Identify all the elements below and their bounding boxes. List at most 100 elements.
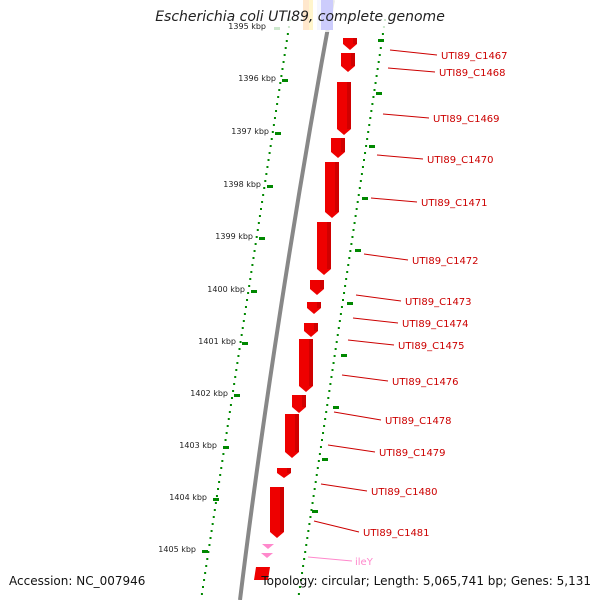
outer-track-dot <box>370 110 373 112</box>
kbp-label: 1397 kbp <box>231 127 269 136</box>
gene-arrow[interactable] <box>317 222 331 275</box>
gene-label[interactable]: UTI89_C1471 <box>421 198 488 209</box>
outer-track-dot <box>361 166 364 168</box>
kbp-tick <box>251 290 257 293</box>
gene-arrow-shade <box>295 414 299 452</box>
leader-line <box>341 374 389 382</box>
outer-track-dot <box>345 278 348 280</box>
outer-track-dot <box>312 495 315 497</box>
gene-label[interactable]: UTI89_C1467 <box>441 51 508 62</box>
inner-track-dot <box>203 579 206 581</box>
trna-label[interactable]: ileY <box>355 557 374 568</box>
inner-track-dot <box>255 236 258 238</box>
gene-label[interactable]: UTI89_C1476 <box>392 377 459 388</box>
gene-label[interactable]: UTI89_C1472 <box>412 256 479 267</box>
outer-track-dot <box>371 103 374 105</box>
gene-label[interactable]: UTI89_C1478 <box>385 416 452 427</box>
outer-track-dot <box>342 299 344 301</box>
inner-track-dot <box>243 313 246 315</box>
inner-track-dot <box>207 551 210 553</box>
outer-kbp-tick <box>322 458 328 461</box>
gene-arrow[interactable] <box>292 395 306 413</box>
outer-track-dot <box>367 131 370 133</box>
inner-track-dot <box>281 68 284 70</box>
gene-arrow-shade <box>353 38 357 44</box>
inner-track-dot <box>222 453 225 455</box>
inner-track-dot <box>238 348 241 350</box>
inner-track-dot <box>205 565 208 567</box>
inner-track-dot <box>209 537 212 539</box>
gene-label[interactable]: UTI89_C1474 <box>402 319 469 330</box>
inner-track-dot <box>206 558 209 560</box>
inner-track-dot <box>219 474 222 476</box>
gene-arrow-shade <box>351 53 355 66</box>
gene-arrow[interactable] <box>331 138 345 158</box>
inner-track-dot <box>253 250 256 252</box>
leader-line <box>313 520 360 533</box>
gene-arrow[interactable] <box>343 38 357 50</box>
gene-arrow[interactable] <box>307 302 321 314</box>
gene-arrow[interactable] <box>304 323 318 337</box>
inner-track-dot <box>247 292 250 294</box>
gene-arrow[interactable] <box>299 339 313 392</box>
outer-track-dot <box>305 544 308 546</box>
inner-track-dot <box>233 383 236 385</box>
accession-text: Accession: NC_007946 <box>9 574 146 588</box>
outer-track-dot <box>378 54 381 56</box>
inner-track-dot <box>239 341 242 343</box>
outer-track-dot <box>334 348 337 350</box>
gene-label[interactable]: UTI89_C1479 <box>379 448 446 459</box>
gene-label[interactable]: UTI89_C1480 <box>371 487 438 498</box>
leader-line <box>370 197 418 203</box>
kbp-label: 1399 kbp <box>215 232 253 241</box>
gene-label[interactable]: UTI89_C1475 <box>398 341 465 352</box>
outer-track-dot <box>344 285 347 287</box>
gene-arrow[interactable] <box>254 567 270 580</box>
leader-line <box>320 483 368 492</box>
inner-track-dot <box>264 180 267 182</box>
gene-arrow[interactable] <box>341 53 355 72</box>
inner-track-dot <box>236 362 239 364</box>
gene-label[interactable]: UTI89_C1481 <box>363 528 430 539</box>
gene-label[interactable]: UTI89_C1469 <box>433 114 500 125</box>
outer-track-dot <box>319 446 322 448</box>
outer-track-dot <box>318 453 321 455</box>
outer-track-dot <box>322 432 325 434</box>
trna-arrow[interactable] <box>261 553 273 558</box>
outer-track-dot <box>331 369 334 371</box>
inner-track-dot <box>279 82 282 84</box>
gene-arrow-shade <box>335 162 339 212</box>
gene-label[interactable]: UTI89_C1473 <box>405 297 472 308</box>
gene-arrow[interactable] <box>270 487 284 538</box>
outer-track-dot <box>377 61 380 63</box>
outer-track-dot <box>354 215 357 217</box>
gene-arrow[interactable] <box>325 162 339 218</box>
label-leader-lines <box>307 49 438 562</box>
kbp-tick <box>202 550 208 553</box>
inner-track-dot <box>270 138 273 140</box>
outer-track-dot <box>323 425 326 427</box>
inner-track-dot <box>213 509 216 511</box>
kbp-label: 1401 kbp <box>198 337 236 346</box>
gene-arrow[interactable] <box>285 414 299 458</box>
inner-track-dot <box>273 117 276 119</box>
inner-track-dot <box>258 215 261 217</box>
gene-label[interactable]: UTI89_C1468 <box>439 68 506 79</box>
inner-track-dot <box>284 47 287 49</box>
gene-arrow[interactable] <box>337 82 351 135</box>
gene-label[interactable]: UTI89_C1470 <box>427 155 494 166</box>
kbp-tick <box>282 79 288 82</box>
position-dot-tracks <box>200 19 386 595</box>
gene-arrow-shade <box>287 468 291 473</box>
outer-kbp-tick <box>378 39 384 42</box>
inner-track-dot <box>211 523 214 525</box>
outer-track-dot <box>310 509 313 511</box>
other-feature-block[interactable] <box>306 322 397 398</box>
kbp-tick <box>267 185 273 188</box>
trna-arrow[interactable] <box>262 544 274 549</box>
outer-track-dot <box>298 586 301 588</box>
kbp-tick <box>275 132 281 135</box>
gene-arrow[interactable] <box>277 468 291 478</box>
gene-arrow[interactable] <box>310 280 324 295</box>
